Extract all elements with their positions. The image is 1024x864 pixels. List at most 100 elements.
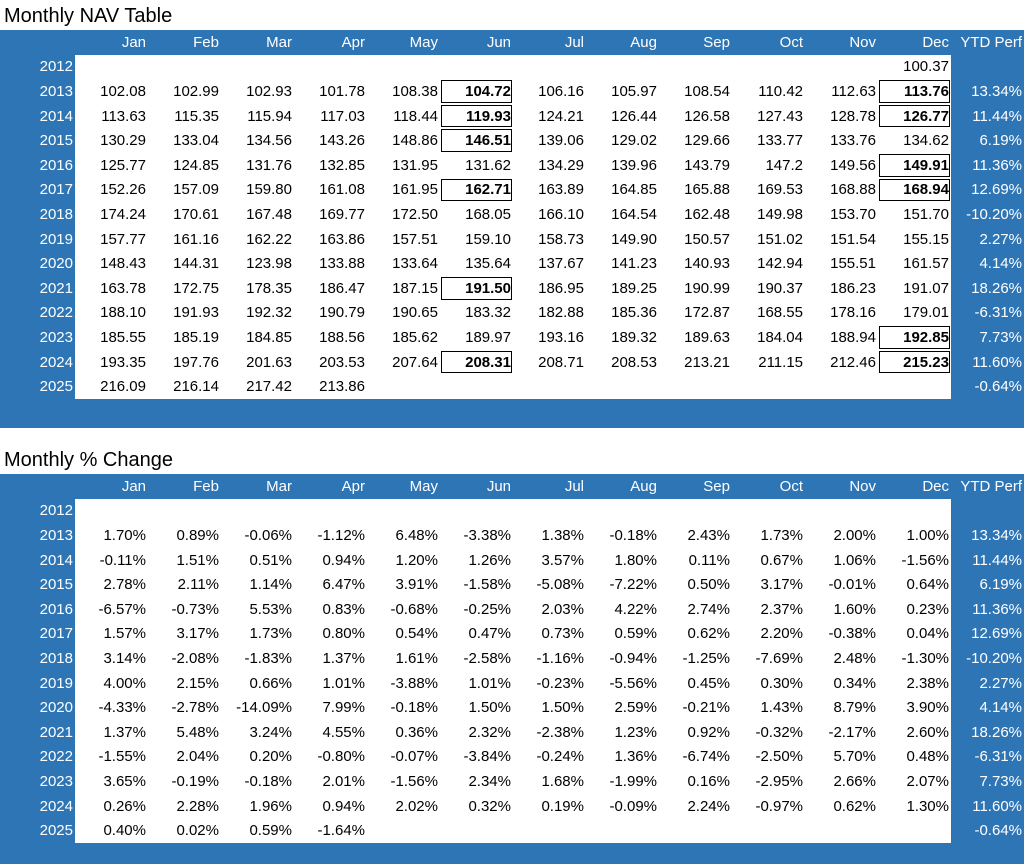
table-cell: 192.32	[221, 300, 294, 326]
table-cell: -7.69%	[732, 646, 805, 671]
table-cell: 161.95	[367, 177, 440, 203]
table-row: 2023 185.55 185.19 184.85 188.56 185.62 189.97…	[0, 325, 1024, 350]
table-cell: 155.51	[805, 251, 878, 276]
column-header-jun: Jun	[486, 477, 511, 495]
table-cell: -0.38%	[805, 621, 878, 647]
table-cell: 128.78	[805, 103, 878, 129]
column-header-jan: Jan	[121, 33, 146, 51]
table-cell: 189.63	[659, 325, 732, 350]
table-row: 2020 148.43 144.31 123.98 133.88 133.64 135.64…	[0, 251, 1024, 276]
column-header-mar: Mar	[266, 477, 292, 495]
table-cell: 3.91%	[367, 572, 440, 597]
table-cell	[878, 374, 951, 399]
row-year: 2023	[39, 772, 73, 790]
table-cell: -0.19%	[148, 769, 221, 794]
table-cell: 157.09	[148, 177, 221, 203]
ytd-cell: -0.64%	[974, 822, 1022, 840]
ytd-cell	[951, 55, 1024, 80]
column-header-jun: Jun	[486, 33, 511, 51]
table-cell: 1.43%	[732, 695, 805, 720]
table-cell: 174.24	[75, 202, 148, 227]
table-cell: 163.86	[294, 226, 367, 252]
table-row: 2021 163.78 172.75 178.35 186.47 187.15 191.50…	[0, 275, 1024, 301]
table-row: 2015 2.78% 2.11% 1.14% 6.47% 3.91% -1.58% -5.08…	[0, 572, 1024, 597]
table-cell: 169.53	[732, 177, 805, 203]
table-cell	[148, 54, 221, 80]
table-cell: 3.14%	[75, 646, 148, 671]
table-cell: 149.98	[732, 202, 805, 227]
table-cell	[440, 818, 513, 843]
table-cell: 1.20%	[367, 547, 440, 573]
table-cell: 3.57%	[513, 547, 586, 573]
table-cell: 152.26	[75, 177, 148, 203]
table-cell: 1.60%	[805, 596, 878, 622]
table-cell: 168.94	[878, 177, 951, 203]
ytd-cell: -6.31%	[974, 748, 1022, 766]
table-row: 2022 188.10 191.93 192.32 190.79 190.65 183.32…	[0, 300, 1024, 326]
table-cell: 203.53	[294, 349, 367, 375]
table-cell: 0.83%	[294, 596, 367, 622]
ytd-cell: 18.26%	[971, 279, 1022, 297]
table-cell: -1.16%	[513, 646, 586, 671]
table-cell: 4.22%	[586, 596, 659, 622]
table-cell: 153.70	[805, 202, 878, 227]
table-cell: 0.40%	[75, 818, 148, 843]
table-row: 2020 -4.33% -2.78% -14.09% 7.99% -0.18% 1.50% 1…	[0, 695, 1024, 720]
table-cell: 178.35	[221, 275, 294, 301]
table-cell: 208.71	[513, 349, 586, 375]
table-cell: 216.14	[148, 374, 221, 399]
table-cell: 144.31	[148, 251, 221, 276]
table-cell: 113.76	[878, 79, 951, 104]
table-cell	[75, 54, 148, 80]
table-cell: 2.03%	[513, 596, 586, 622]
table-cell: 216.09	[75, 374, 148, 399]
table-cell	[367, 818, 440, 843]
ytd-cell: 11.36%	[972, 600, 1022, 618]
table-cell: -0.09%	[586, 793, 659, 819]
table-cell: 149.91	[878, 152, 951, 178]
table-cell: 0.36%	[367, 719, 440, 745]
table-cell: -0.25%	[440, 596, 513, 622]
table-cell: -2.50%	[732, 744, 805, 770]
table-row: 2013 102.08 102.99 102.93 101.78 108.38 104.72…	[0, 79, 1024, 104]
table-cell: 0.62%	[659, 621, 732, 647]
table-cell: -2.58%	[440, 646, 513, 671]
table-cell: 185.19	[148, 325, 221, 350]
table-cell: 168.55	[732, 300, 805, 326]
table-cell: 118.44	[367, 103, 440, 129]
table-cell	[586, 498, 659, 524]
table-cell: 0.16%	[659, 769, 732, 794]
ytd-cell: 11.44%	[972, 551, 1022, 569]
table-cell: 183.32	[440, 300, 513, 326]
table-cell: 4.55%	[294, 719, 367, 745]
table-cell: 134.29	[513, 152, 586, 178]
table-cell: 1.26%	[440, 547, 513, 573]
column-header-ytd: YTD Perf	[960, 477, 1022, 495]
table-cell: 149.90	[586, 226, 659, 252]
nav-table-title: Monthly NAV Table	[4, 5, 173, 27]
table-cell: 1.14%	[221, 572, 294, 597]
table-cell: 0.11%	[659, 547, 732, 573]
table-cell	[513, 374, 586, 399]
table-cell: 207.64	[367, 349, 440, 375]
table-cell: -0.73%	[148, 596, 221, 622]
table-cell	[440, 374, 513, 399]
row-year: 2017	[39, 625, 73, 643]
column-header-may: May	[409, 477, 438, 495]
table-cell: 190.37	[732, 275, 805, 301]
table-cell: 147.2	[732, 152, 805, 178]
ytd-cell: -10.20%	[966, 205, 1022, 223]
table-cell: -4.33%	[75, 695, 148, 720]
table-cell	[221, 498, 294, 524]
table-cell: 104.72	[440, 79, 513, 104]
table-cell: 129.66	[659, 128, 732, 153]
table-cell: 164.85	[586, 177, 659, 203]
table-row: 2015 130.29 133.04 134.56 143.26 148.86 146.51…	[0, 128, 1024, 153]
table-row: 2012 100.37	[0, 54, 1024, 80]
ytd-cell: 6.19%	[979, 576, 1022, 594]
table-cell: -2.38%	[513, 719, 586, 745]
row-year: 2016	[39, 156, 73, 174]
table-cell	[732, 374, 805, 399]
table-cell: -0.94%	[586, 646, 659, 671]
table-cell: 163.78	[75, 275, 148, 301]
